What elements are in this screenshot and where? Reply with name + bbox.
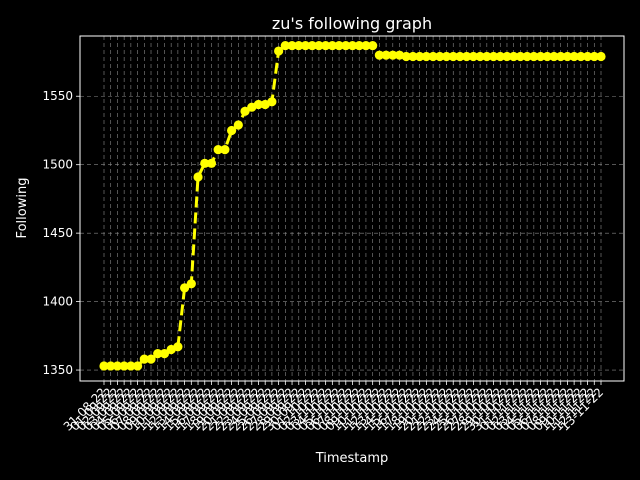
data-point	[482, 51, 492, 62]
data-point	[361, 40, 371, 51]
data-point	[435, 51, 445, 62]
grid	[80, 36, 624, 381]
data-point	[334, 40, 344, 51]
data-point	[112, 361, 123, 371]
y-tick-label: 1500	[42, 158, 73, 172]
y-axis: 1350 1400 1450 1500 1550	[42, 89, 80, 377]
data-point	[146, 354, 156, 364]
data-point	[589, 51, 599, 62]
data-point	[569, 51, 579, 62]
data-point	[99, 361, 109, 371]
data-point	[354, 40, 364, 51]
data-point	[132, 361, 143, 371]
data-point	[388, 50, 398, 60]
data-point	[321, 40, 331, 51]
data-point	[455, 51, 465, 62]
x-axis-title: Timestamp	[315, 451, 389, 466]
data-point	[415, 51, 425, 62]
data-point	[179, 283, 190, 293]
data-point	[488, 51, 499, 62]
data-point	[475, 51, 485, 62]
data-point	[206, 158, 217, 168]
data-point	[535, 51, 546, 62]
data-point	[529, 51, 539, 62]
data-point	[267, 97, 277, 107]
data-point	[314, 40, 324, 51]
y-tick-label: 1550	[42, 89, 73, 103]
data-point	[186, 279, 196, 289]
data-point	[193, 172, 203, 182]
data-point	[159, 349, 170, 359]
data-point	[173, 342, 183, 352]
data-point	[240, 106, 250, 116]
y-tick-label: 1450	[42, 226, 73, 240]
data-point	[280, 40, 290, 51]
data-point	[200, 158, 210, 168]
data-point	[119, 361, 129, 371]
data-point	[153, 349, 163, 359]
data-point	[253, 99, 264, 110]
data-point	[428, 51, 438, 62]
data-point	[582, 51, 593, 62]
data-point	[495, 51, 505, 62]
data-point	[556, 51, 566, 62]
data-point	[213, 145, 223, 155]
data-point	[522, 51, 532, 62]
data-point	[502, 51, 512, 62]
data-point	[368, 40, 378, 51]
plot-frame	[79, 35, 625, 382]
data-point	[448, 51, 458, 62]
data-point	[596, 51, 606, 62]
data-point	[126, 361, 136, 371]
data-point	[562, 51, 573, 62]
y-axis-title: Following	[15, 178, 30, 239]
data-point	[401, 51, 411, 62]
data-point	[139, 354, 149, 364]
x-axis: 31-08-2201-09-2202-09-2203-09-2204-09-22…	[61, 381, 606, 434]
y-tick-label: 1400	[42, 295, 73, 309]
data-point	[294, 40, 304, 51]
data-point	[274, 46, 284, 56]
data-point	[408, 51, 418, 62]
data-point	[515, 51, 526, 62]
data-point	[341, 40, 351, 51]
data-point	[227, 125, 237, 136]
data-point	[542, 51, 552, 62]
y-tick-label: 1350	[42, 363, 73, 377]
data-point	[347, 40, 358, 51]
data-point	[509, 51, 519, 62]
data-point	[106, 361, 116, 371]
data-point	[441, 51, 452, 62]
data-point	[549, 51, 559, 62]
data-point	[287, 40, 297, 51]
data-point	[374, 50, 384, 60]
data-point	[233, 120, 243, 130]
plot-area	[99, 40, 606, 371]
data-point	[576, 51, 586, 62]
data-point	[421, 51, 431, 62]
data-point	[462, 51, 472, 62]
data-point	[468, 51, 478, 62]
data-point	[381, 50, 391, 60]
chart-title: zu's following graph	[272, 14, 432, 33]
data-point	[300, 40, 311, 51]
data-point	[307, 40, 317, 51]
data-point	[220, 145, 230, 155]
data-point	[327, 40, 337, 51]
